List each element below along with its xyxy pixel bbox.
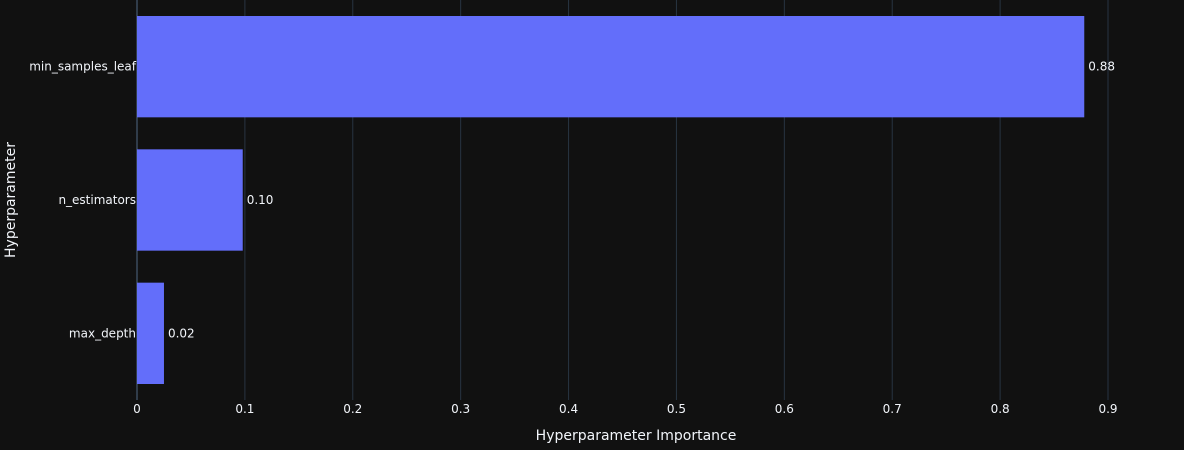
bar-min_samples_leaf[interactable] [137, 16, 1085, 118]
data-labels: 0.88 0.10 0.02 [168, 60, 1115, 341]
data-label: 0.10 [247, 193, 274, 207]
x-tick-label: 0.4 [559, 402, 578, 416]
x-tick-label: 0.1 [235, 402, 254, 416]
x-tick-label: 0.8 [991, 402, 1010, 416]
y-tick-label: max_depth [69, 326, 136, 340]
y-tick-label: min_samples_leaf [29, 60, 137, 74]
bar-n_estimators[interactable] [137, 149, 243, 251]
x-tick-label: 0.9 [1098, 402, 1117, 416]
x-tick-label: 0.2 [343, 402, 362, 416]
bar-max_depth[interactable] [137, 282, 164, 384]
x-tick-label: 0.6 [775, 402, 794, 416]
bars [137, 16, 1085, 384]
y-axis-title: Hyperparameter [3, 142, 19, 258]
x-tick-label: 0.5 [667, 402, 686, 416]
data-label: 0.88 [1088, 60, 1115, 74]
y-axis-ticks: min_samples_leaf n_estimators max_depth [29, 60, 137, 341]
x-tick-label: 0.7 [883, 402, 902, 416]
data-label: 0.02 [168, 326, 195, 340]
x-tick-label: 0.3 [451, 402, 470, 416]
x-tick-label: 0 [133, 402, 141, 416]
x-axis-title: Hyperparameter Importance [536, 428, 737, 444]
y-tick-label: n_estimators [58, 193, 136, 207]
x-axis-ticks: 0 0.1 0.2 0.3 0.4 0.5 0.6 0.7 0.8 0.9 [133, 402, 1117, 416]
